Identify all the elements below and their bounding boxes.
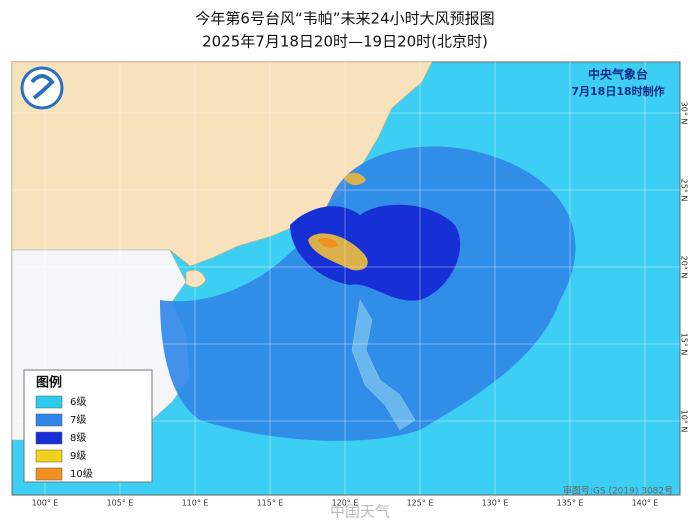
wind-zone-9-north — [344, 172, 366, 186]
lon-label: 100° E — [32, 499, 59, 508]
legend-swatch — [35, 431, 63, 445]
wind-zone-7 — [160, 146, 576, 441]
lon-label: 135° E — [557, 499, 584, 508]
agency-name: 中央气象台 — [588, 67, 648, 82]
lat-label: 30° N — [680, 102, 689, 125]
legend-swatch — [35, 449, 63, 463]
lon-label: 120° E — [332, 499, 359, 508]
lat-label: 10° N — [680, 410, 689, 433]
watermark: 中国天气 — [330, 503, 390, 521]
lon-label: 115° E — [257, 499, 284, 508]
lat-label: 20° N — [680, 256, 689, 279]
title: 今年第6号台风“韦帕”未来24小时大风预报图 — [195, 10, 494, 28]
lat-label: 25° N — [680, 179, 689, 202]
legend-swatch — [35, 467, 63, 481]
legend-title: 图例 — [36, 375, 62, 391]
legend: 图例 6级 7级 8级 9级 10级 — [23, 369, 153, 483]
legend-label: 6级 — [70, 396, 86, 408]
legend-label: 10级 — [70, 468, 93, 480]
wind-zone-8 — [290, 204, 461, 301]
legend-label: 7级 — [70, 414, 86, 426]
subtitle: 2025年7月18日20时—19日20时(北京时) — [202, 33, 488, 51]
legend-label: 8级 — [70, 432, 86, 444]
logo — [20, 66, 64, 110]
lat-label: 15° N — [680, 333, 689, 356]
lon-label: 130° E — [482, 499, 509, 508]
lon-label: 105° E — [107, 499, 134, 508]
approval-number: 审图号:GS (2019) 3082号 — [563, 485, 673, 497]
legend-label: 9级 — [70, 450, 86, 462]
philippines — [351, 299, 416, 431]
map: 中央气象台 7月18日18时制作 审图号:GS (2019) 3082号 — [11, 61, 681, 497]
wind-zone-10 — [318, 237, 338, 248]
lon-label: 125° E — [407, 499, 434, 508]
legend-swatch — [35, 395, 63, 409]
legend-swatch — [35, 413, 63, 427]
issue-time: 7月18日18时制作 — [571, 84, 664, 98]
lon-label: 110° E — [182, 499, 209, 508]
lon-label: 140° E — [632, 499, 659, 508]
hainan — [185, 269, 207, 288]
